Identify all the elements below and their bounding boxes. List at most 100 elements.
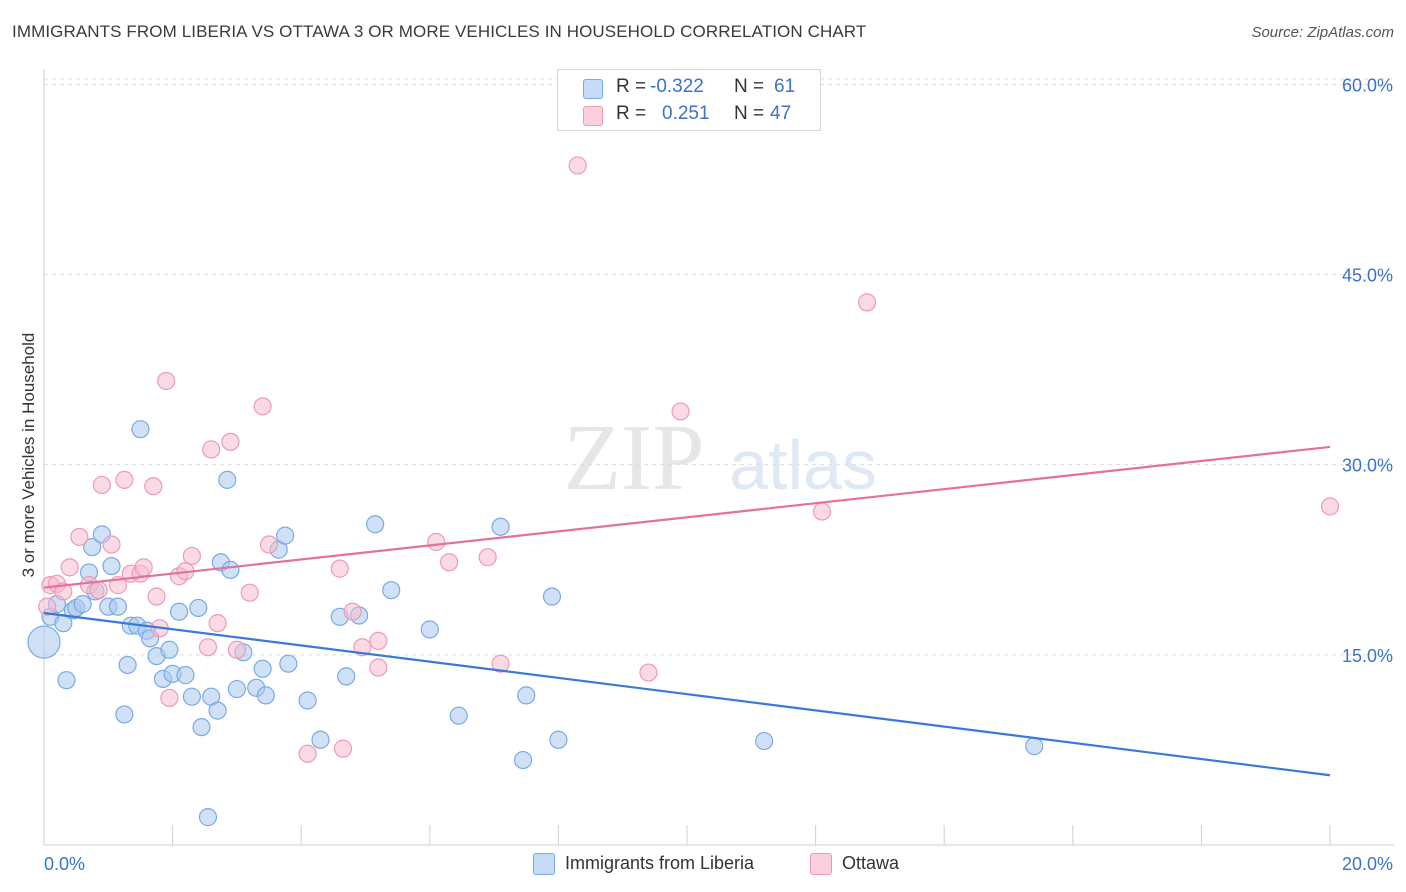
data-point-liberia [311,730,330,749]
y-tick-label: 60.0% [1342,75,1393,95]
data-point-liberia [542,587,562,606]
tick-labels: 15.0% 30.0% 45.0% 60.0% 0.0% 20.0% [44,75,1393,874]
legend-swatch-ottawa [583,106,603,126]
axes [43,69,1394,846]
data-point-liberia [298,691,317,710]
data-point-ottawa [259,535,279,554]
data-point-ottawa [144,477,163,496]
data-point-ottawa [89,581,108,600]
data-point-liberia [491,517,510,536]
data-point-liberia [160,640,179,659]
data-point-liberia [513,750,533,770]
data-point-ottawa [147,587,166,606]
legend-swatch-liberia [533,853,555,875]
data-point-ottawa [227,640,246,659]
legend-label-liberia: Immigrants from Liberia [565,853,755,873]
data-point-ottawa [157,371,176,391]
data-point-ottawa [857,293,877,312]
data-point-liberia [115,705,134,724]
data-point-ottawa [671,402,690,421]
data-point-liberia [192,717,211,737]
y-tick-label: 15.0% [1342,646,1393,666]
watermark: ZIP atlas [564,406,877,510]
data-point-ottawa [240,583,259,602]
data-point-ottawa [92,475,111,495]
series-legend: Immigrants from Liberia Ottawa [0,852,1406,878]
x-tick-label: 0.0% [44,854,85,874]
data-point-liberia [755,731,774,751]
trend-line-ottawa [43,445,1331,589]
legend-n-label: N = [734,76,765,97]
data-point-liberia [276,526,295,545]
data-point-ottawa [333,739,353,758]
legend-n-value: 61 [774,76,796,97]
data-point-ottawa [160,688,179,708]
data-point-ottawa [330,559,349,578]
legend-r-label: R = [616,103,647,124]
data-point-liberia [549,730,568,749]
data-point-ottawa [298,744,317,763]
data-point-liberia [256,686,275,705]
trend-lines [43,445,1331,777]
data-point-liberia [189,598,208,618]
data-point-liberia [366,515,385,534]
watermark-zip: ZIP [564,406,705,510]
correlation-legend: R = -0.322 N = 61 R = 0.251 N = 47 [557,69,821,131]
legend-row-ottawa: R = 0.251 N = 47 [558,100,820,128]
data-point-liberia [83,537,102,557]
y-tick-label: 45.0% [1342,265,1393,285]
data-point-ottawa [202,440,221,459]
data-point-liberia [176,666,195,685]
legend-row-liberia: R = -0.322 N = 61 [558,73,820,101]
data-point-liberia [102,556,121,576]
data-point-ottawa [221,432,240,451]
data-point-ottawa [54,582,73,601]
data-point-ottawa [38,597,57,616]
series-ottawa [38,156,1340,763]
legend-r-value: -0.322 [650,76,704,97]
data-point-liberia [449,706,468,725]
data-point-ottawa [343,602,362,621]
legend-swatch-liberia [583,79,603,99]
legend-n-label: N = [734,103,765,124]
legend-label-ottawa: Ottawa [842,853,900,873]
data-point-ottawa [369,658,388,677]
data-point-liberia [27,625,61,659]
legend-swatch-ottawa [810,853,832,875]
data-point-liberia [118,655,137,675]
data-point-ottawa [478,548,497,567]
chart-title: IMMIGRANTS FROM LIBERIA VS OTTAWA 3 OR M… [12,22,867,41]
data-point-liberia [221,560,240,579]
trend-line-liberia [43,611,1331,777]
data-point-liberia [108,597,128,616]
data-point-liberia [131,420,150,439]
data-point-liberia [73,595,92,614]
legend-r-label: R = [616,76,647,97]
data-point-ottawa [568,156,587,175]
data-point-ottawa [182,546,201,566]
y-axis-label: 3 or more Vehicles in Household [19,333,38,578]
data-point-liberia [420,620,439,639]
data-point-ottawa [369,631,388,650]
legend-n-value: 47 [770,103,792,124]
data-point-liberia [279,654,298,673]
data-point-ottawa [253,397,272,416]
data-point-liberia [337,667,356,686]
data-point-ottawa [353,638,372,657]
data-point-liberia [169,602,189,621]
data-point-liberia [198,808,218,827]
data-point-ottawa [115,470,134,489]
data-point-ottawa [427,532,446,552]
data-point-ottawa [639,663,658,682]
data-point-ottawa [208,614,227,633]
data-point-liberia [57,671,76,690]
data-point-liberia [1025,737,1044,756]
data-point-ottawa [491,654,510,673]
data-point-liberia [182,687,201,706]
data-point-ottawa [198,638,218,657]
data-point-liberia [218,470,237,489]
data-point-liberia [382,581,401,600]
data-point-ottawa [60,558,79,577]
data-point-liberia [253,659,272,678]
